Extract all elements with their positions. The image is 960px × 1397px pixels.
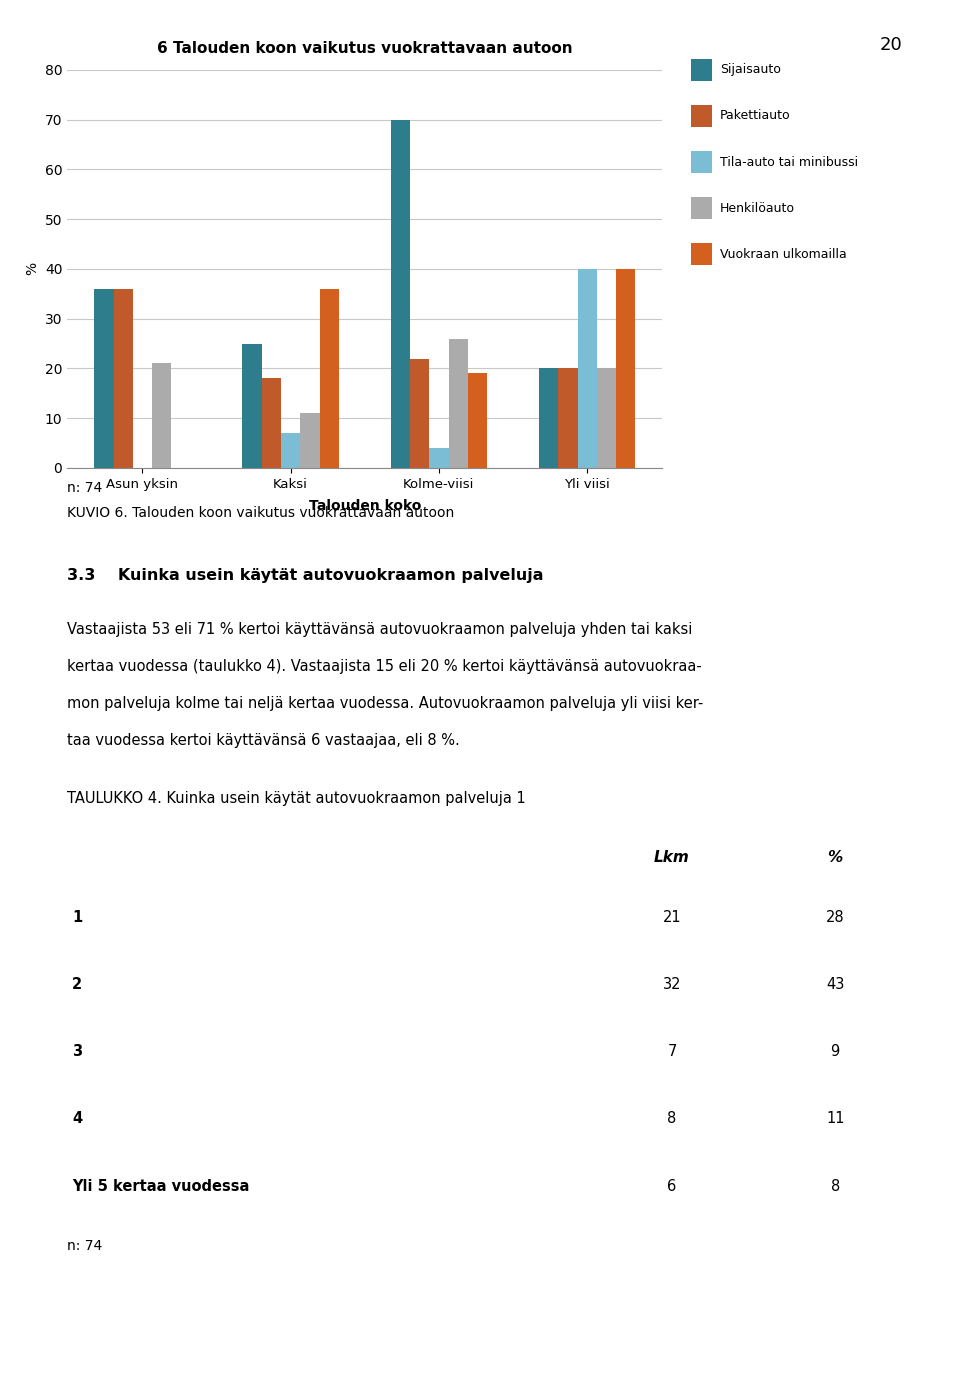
Text: 8: 8 [830,1179,840,1193]
Bar [539,369,559,468]
Text: Sijaisauto: Sijaisauto [720,63,780,77]
Bar [410,359,429,468]
Bar [94,289,113,468]
Y-axis label: %: % [25,263,39,275]
Text: Henkilöauto: Henkilöauto [720,201,795,215]
Text: Vastaajista 53 eli 71 % kertoi käyttävänsä autovuokraamon palveluja yhden tai ka: Vastaajista 53 eli 71 % kertoi käyttävän… [67,622,692,637]
Title: 6 Talouden koon vaikutus vuokrattavaan autoon: 6 Talouden koon vaikutus vuokrattavaan a… [157,41,572,56]
Bar [616,270,636,468]
Text: Pakettiauto: Pakettiauto [720,109,791,123]
Text: Lkm: Lkm [654,851,690,865]
Text: 4: 4 [72,1112,83,1126]
Text: 6: 6 [667,1179,677,1193]
Text: 8: 8 [667,1112,677,1126]
Text: 2: 2 [72,978,83,992]
Text: 3: 3 [72,1045,83,1059]
Text: 3.3    Kuinka usein käytät autovuokraamon palveluja: 3.3 Kuinka usein käytät autovuokraamon p… [67,567,543,583]
Text: Yli 5 kertaa vuodessa: Yli 5 kertaa vuodessa [72,1179,250,1193]
Bar [152,363,171,468]
Text: 1: 1 [72,911,83,925]
Text: 21: 21 [662,911,682,925]
Text: 28: 28 [826,911,845,925]
Text: TAULUKKO 4. Kuinka usein käytät autovuokraamon palveluja 1: TAULUKKO 4. Kuinka usein käytät autovuok… [67,791,526,806]
Text: kertaa vuodessa (taulukko 4). Vastaajista 15 eli 20 % kertoi käyttävänsä autovuo: kertaa vuodessa (taulukko 4). Vastaajist… [67,659,702,675]
Bar [468,373,487,468]
Bar [281,433,300,468]
Text: Tila-auto tai minibussi: Tila-auto tai minibussi [720,155,858,169]
Text: taa vuodessa kertoi käyttävänsä 6 vastaajaa, eli 8 %.: taa vuodessa kertoi käyttävänsä 6 vastaa… [67,733,460,749]
Text: 9: 9 [830,1045,840,1059]
Text: 43: 43 [826,978,845,992]
Text: 11: 11 [826,1112,845,1126]
Text: %: % [828,851,843,865]
Text: 32: 32 [662,978,682,992]
Text: KUVIO 6. Talouden koon vaikutus vuokrattavaan autoon: KUVIO 6. Talouden koon vaikutus vuokratt… [67,506,454,520]
Text: Vuokraan ulkomailla: Vuokraan ulkomailla [720,247,847,261]
Bar [578,270,597,468]
Bar [262,379,281,468]
Bar [113,289,132,468]
Text: mon palveluja kolme tai neljä kertaa vuodessa. Autovuokraamon palveluja yli viis: mon palveluja kolme tai neljä kertaa vuo… [67,696,704,711]
Bar [448,338,468,468]
Bar [391,120,410,468]
Bar [597,369,616,468]
Text: 7: 7 [667,1045,677,1059]
Bar [243,344,262,468]
Text: n: 74: n: 74 [67,1239,103,1253]
Bar [559,369,578,468]
Bar [320,289,339,468]
Text: 20: 20 [879,36,902,54]
Bar [300,414,320,468]
Text: n: 74: n: 74 [67,481,103,495]
X-axis label: Talouden koko: Talouden koko [308,499,421,513]
Bar [429,448,448,468]
